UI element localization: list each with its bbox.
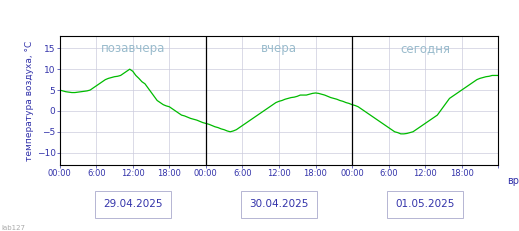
Y-axis label: температура воздуха, °С: температура воздуха, °С: [25, 40, 34, 161]
Text: 30.04.2025: 30.04.2025: [249, 199, 309, 210]
Text: позавчера: позавчера: [101, 42, 165, 55]
Text: 01.05.2025: 01.05.2025: [395, 199, 455, 210]
Text: 29.04.2025: 29.04.2025: [103, 199, 162, 210]
Text: вчера: вчера: [261, 42, 297, 55]
Text: время: время: [508, 176, 519, 185]
Text: lab127: lab127: [1, 225, 25, 231]
Text: сегодня: сегодня: [400, 42, 450, 55]
